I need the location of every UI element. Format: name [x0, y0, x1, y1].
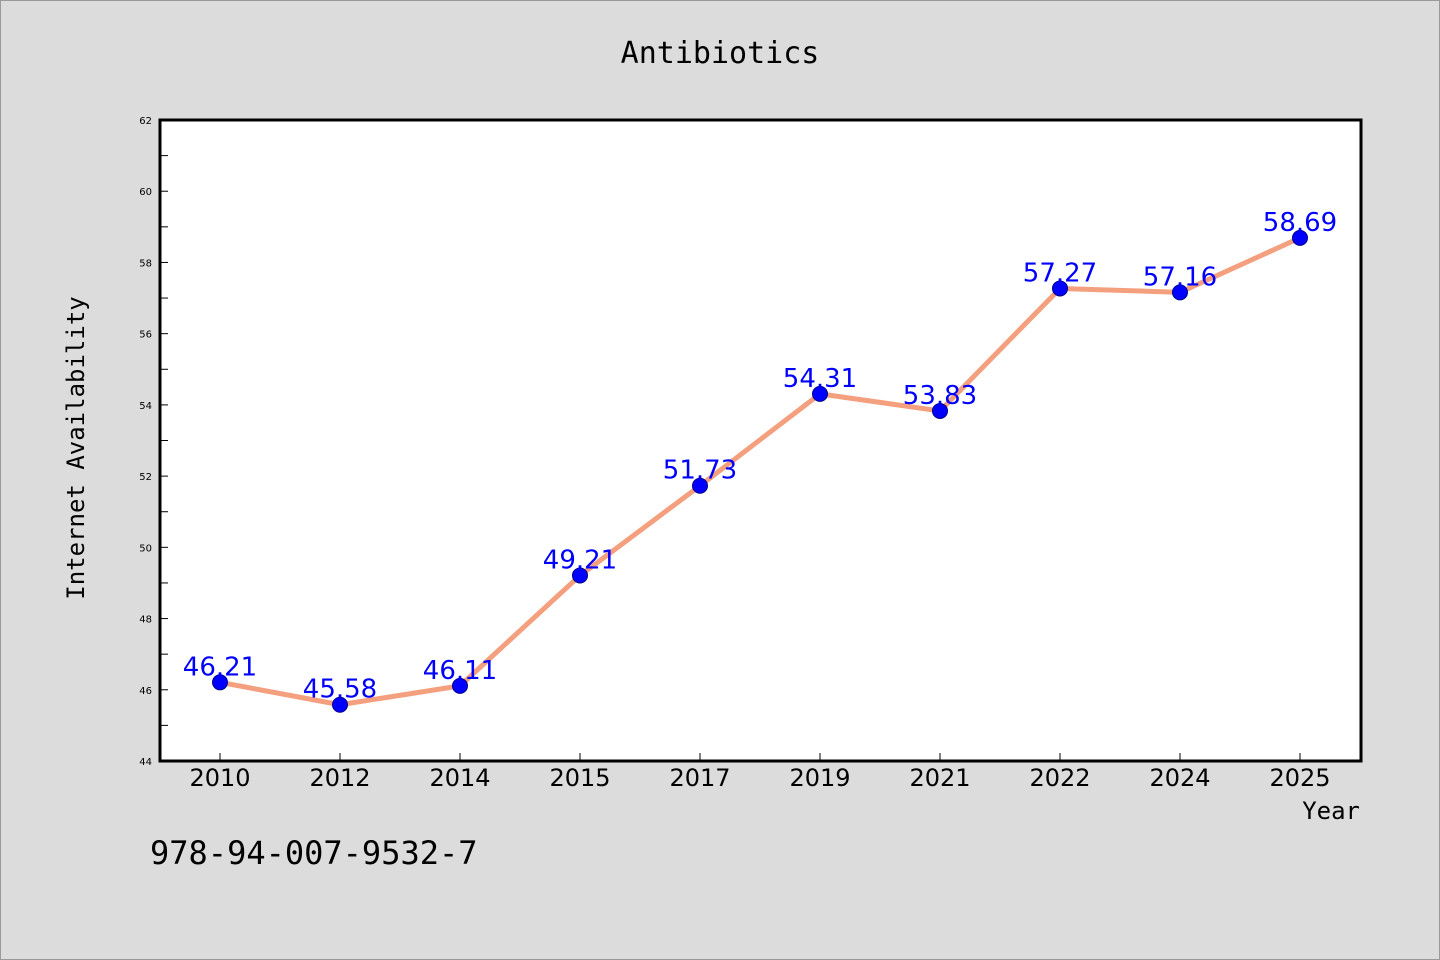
y-tick-label: 54 [139, 401, 152, 412]
data-point [932, 402, 948, 419]
data-label: 51.73 [663, 456, 737, 486]
y-tick-label: 48 [139, 615, 152, 626]
data-point [812, 385, 828, 402]
plot-area [158, 118, 1363, 763]
y-tick-label: 56 [139, 330, 152, 341]
data-label: 57.27 [1023, 258, 1097, 288]
x-tick-label: 2012 [309, 764, 370, 792]
y-tick-label: 50 [139, 543, 152, 554]
data-label: 49.21 [543, 545, 617, 575]
y-tick-label: 60 [139, 187, 152, 198]
x-tick-label: 2025 [1269, 764, 1330, 792]
isbn-annotation: 978-94-007-9532-7 [150, 834, 478, 872]
data-point [1052, 280, 1068, 297]
data-point [212, 674, 228, 691]
data-point [452, 677, 468, 694]
x-tick-label: 2022 [1029, 764, 1090, 792]
x-tick-label: 2015 [549, 764, 610, 792]
y-tick-label: 44 [139, 757, 152, 768]
series-line-group [212, 229, 1308, 713]
y-axis: 44 46 48 50 52 54 56 58 60 62 [139, 116, 168, 768]
x-tick-label: 2021 [909, 764, 970, 792]
data-point [1172, 284, 1188, 301]
x-tick-label: 2019 [789, 764, 850, 792]
data-label: 57.16 [1143, 262, 1217, 292]
x-axis: 2010 2012 2014 2015 2017 2019 2021 2022 2024 2025 [189, 753, 1331, 792]
chart-title: Antibiotics [621, 36, 820, 71]
x-tick-label: 2024 [1149, 764, 1210, 792]
data-point [572, 567, 588, 584]
y-tick-label: 52 [139, 472, 152, 483]
data-label: 46.21 [183, 652, 257, 682]
data-label: 54.31 [783, 364, 857, 394]
series-line [217, 235, 1303, 708]
y-tick-label: 62 [139, 116, 152, 127]
data-label: 53.83 [903, 381, 977, 411]
data-label-group: 46.21 45.58 46.11 49.21 51.73 54.31 53.83 57.27… [183, 208, 1337, 705]
data-label: 58.69 [1263, 208, 1337, 238]
data-label: 45.58 [303, 675, 377, 705]
x-tick-label: 2010 [189, 764, 250, 792]
y-axis-label: Internet Availability [62, 296, 90, 599]
x-tick-label: 2017 [669, 764, 730, 792]
data-label: 46.11 [423, 656, 497, 686]
y-tick-label: 46 [139, 686, 152, 697]
x-axis-label: Year [1302, 797, 1360, 825]
y-tick-label: 58 [139, 258, 152, 269]
data-point [332, 696, 348, 713]
data-point [692, 477, 708, 494]
x-tick-label: 2014 [429, 764, 490, 792]
data-point [1292, 229, 1308, 246]
